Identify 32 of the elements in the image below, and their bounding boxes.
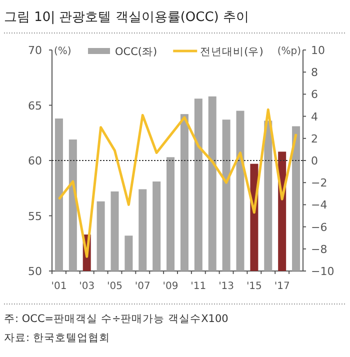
x-tick-label: '07 [134, 281, 150, 292]
y2-tick-label: 10 [311, 44, 325, 57]
x-tick-label: '05 [107, 281, 122, 292]
x-tick-label: '17 [274, 281, 290, 292]
y2-tick-label: 8 [311, 66, 318, 80]
y-tick-label: 60 [28, 154, 42, 168]
y-tick-label: 70 [28, 44, 42, 57]
y-axis-title: (%) [54, 46, 72, 57]
chart-title: 그림 10| 관광호텔 객실이용률(OCC) 추이 [4, 10, 249, 25]
y-tick-label: 50 [28, 265, 42, 278]
text: 주: OCC=판매객실 수÷판매가능 객실수X100 [4, 313, 228, 325]
y2-tick-label: 4 [311, 110, 318, 124]
legend-label: OCC(좌) [115, 46, 158, 58]
y2-tick-label: −8 [311, 242, 328, 256]
x-tick-label: '15 [246, 281, 262, 292]
y2-tick-label: −4 [311, 198, 328, 212]
y2-tick-label: 6 [311, 88, 318, 102]
y-tick-label: 65 [28, 99, 42, 112]
text: 자료: 한국호텔업협회 [4, 332, 110, 344]
y2-tick-label: −10 [311, 265, 334, 278]
x-tick-label: '09 [162, 281, 178, 292]
y2-tick-label: 2 [311, 132, 318, 146]
x-tick-label: '13 [218, 281, 234, 292]
x-tick-label: '11 [190, 281, 206, 292]
x-tick-label: '01 [51, 281, 67, 292]
legend-label: 전년대비(우) [200, 46, 264, 58]
y2-tick-label: 0 [311, 154, 318, 168]
y-tick-label: 55 [28, 210, 42, 223]
y2-axis-title: (%p) [277, 46, 302, 57]
x-tick-label: '03 [79, 281, 95, 292]
y2-tick-label: −6 [311, 220, 328, 234]
y2-tick-label: −2 [311, 176, 328, 190]
